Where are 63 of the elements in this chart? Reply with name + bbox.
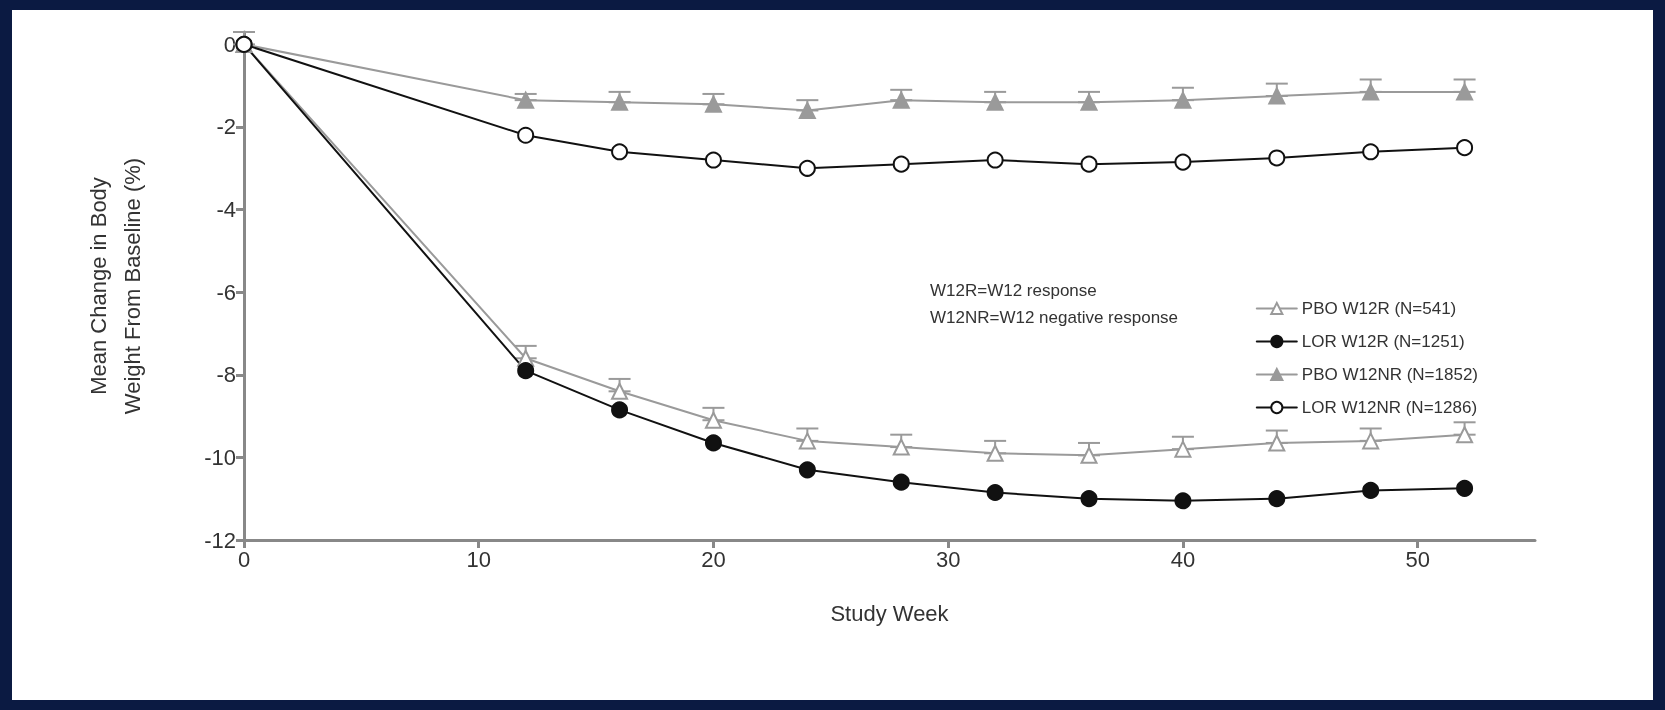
point bbox=[1080, 446, 1098, 464]
point bbox=[704, 95, 722, 113]
point bbox=[986, 151, 1004, 169]
y-tick-label: -8 bbox=[216, 362, 236, 388]
legend-label: LOR W12R (N=1251) bbox=[1301, 332, 1465, 351]
point bbox=[1362, 83, 1380, 101]
point bbox=[517, 91, 535, 109]
point bbox=[1362, 432, 1380, 450]
point bbox=[517, 362, 535, 380]
x-tick-label: 50 bbox=[1405, 546, 1430, 572]
point bbox=[798, 101, 816, 119]
point bbox=[1456, 479, 1474, 497]
x-tick-label: 40 bbox=[1170, 546, 1196, 572]
point bbox=[1268, 87, 1286, 105]
point bbox=[892, 155, 910, 173]
point bbox=[1174, 440, 1192, 458]
y-tick-label: -4 bbox=[216, 197, 236, 223]
x-tick-label: 10 bbox=[466, 546, 491, 572]
point bbox=[611, 93, 629, 111]
x-tick-label: 30 bbox=[935, 546, 961, 572]
x-axis-title: Study Week bbox=[830, 600, 950, 626]
point bbox=[1268, 490, 1286, 508]
y-tick-label: -6 bbox=[216, 279, 236, 305]
legend-label: PBO W12NR (N=1852) bbox=[1301, 365, 1478, 384]
point bbox=[1174, 91, 1192, 109]
point bbox=[892, 438, 910, 456]
point bbox=[986, 93, 1004, 111]
point bbox=[1080, 93, 1098, 111]
point bbox=[1080, 490, 1098, 508]
point bbox=[1456, 426, 1474, 444]
point bbox=[798, 432, 816, 450]
y-tick-label: -10 bbox=[204, 444, 236, 470]
point bbox=[517, 126, 535, 144]
y-tick-label: -12 bbox=[204, 527, 236, 553]
point bbox=[986, 484, 1004, 501]
point bbox=[611, 143, 629, 161]
point bbox=[1456, 83, 1474, 101]
point bbox=[611, 401, 629, 419]
y-axis-title: Mean Change in Body Weight From Baseline (%) bbox=[85, 157, 145, 415]
point bbox=[798, 159, 816, 177]
point bbox=[986, 444, 1004, 462]
point bbox=[704, 434, 722, 452]
point bbox=[704, 151, 722, 169]
x-tick-label: 20 bbox=[701, 546, 726, 572]
legend-label: PBO W12R (N=541) bbox=[1301, 299, 1457, 318]
point bbox=[798, 461, 816, 479]
annotation: W12R=W12 response bbox=[930, 281, 1097, 300]
point bbox=[611, 382, 629, 400]
point bbox=[704, 411, 722, 429]
point bbox=[1456, 139, 1474, 157]
point bbox=[1174, 153, 1192, 171]
legend-label: LOR W12NR (N=1286) bbox=[1301, 398, 1478, 417]
point bbox=[1268, 434, 1286, 452]
point bbox=[1362, 143, 1380, 161]
point bbox=[892, 473, 910, 491]
point bbox=[892, 91, 910, 109]
point bbox=[1080, 155, 1098, 173]
point bbox=[1362, 481, 1380, 499]
y-tick-label: -2 bbox=[216, 114, 236, 140]
annotation: W12NR=W12 negative response bbox=[930, 308, 1179, 327]
point bbox=[1268, 149, 1286, 167]
y-tick-label: 0 bbox=[223, 31, 236, 57]
point bbox=[1174, 492, 1192, 510]
